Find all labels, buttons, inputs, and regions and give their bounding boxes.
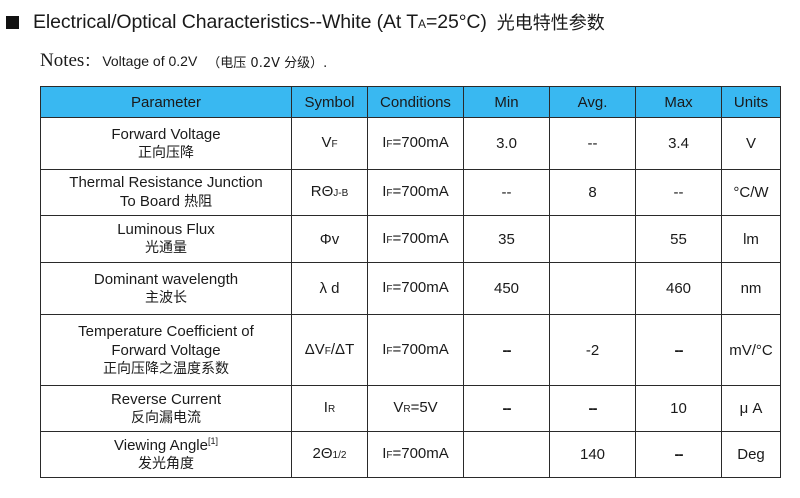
parameter-cell: Forward Voltage 正向压降 (40, 117, 292, 170)
max-cell: 3.4 (635, 117, 722, 170)
notes-colon: ： (84, 54, 99, 70)
parameter-cell: Viewing Angle[1] 发光角度 (40, 431, 292, 478)
header-parameter: Parameter (40, 86, 292, 118)
units-cell: lm (721, 215, 781, 263)
table-row: Thermal Resistance Junction To Board 热阻 … (40, 169, 781, 216)
symbol-cell: 2Θ1/2 (291, 431, 368, 478)
table-header-row: Parameter Symbol Conditions Min Avg. Max… (40, 86, 781, 118)
section-title: Electrical/Optical Characteristics--Whit… (6, 7, 605, 37)
notes-line: Notes ： Voltage of 0.2V （电压 0.2V 分级）. (40, 49, 327, 73)
notes-chinese: （电压 0.2V 分级）. (207, 55, 328, 71)
min-cell: -- (463, 385, 550, 432)
header-conditions: Conditions (367, 86, 464, 118)
black-square-bullet-icon (6, 15, 19, 29)
parameter-cell: Temperature Coefficient of Forward Volta… (40, 314, 292, 386)
symbol-cell: λ d (291, 262, 368, 315)
min-cell: 35 (463, 215, 550, 263)
table-row: Dominant wavelength 主波长 λ d IF=700mA 450… (40, 262, 781, 315)
conditions-cell: IF=700mA (367, 431, 464, 478)
max-cell: 10 (635, 385, 722, 432)
conditions-cell: VR=5V (367, 385, 464, 432)
units-cell: mV/°C (721, 314, 781, 386)
max-cell: -- (635, 314, 722, 386)
conditions-cell: IF=700mA (367, 215, 464, 263)
header-units: Units (721, 86, 781, 118)
notes-value: Voltage of 0.2V (102, 53, 198, 69)
table-row: Viewing Angle[1] 发光角度 2Θ1/2 IF=700mA 140… (40, 431, 781, 478)
max-cell: -- (635, 169, 722, 216)
avg-cell: -- (549, 385, 636, 432)
conditions-cell: IF=700mA (367, 169, 464, 216)
title-text: Electrical/Optical Characteristics--Whit… (33, 10, 487, 33)
avg-cell (549, 262, 636, 315)
symbol-cell: IR (291, 385, 368, 432)
min-cell: 3.0 (463, 117, 550, 170)
header-avg: Avg. (549, 86, 636, 118)
header-min: Min (463, 86, 550, 118)
header-max: Max (635, 86, 722, 118)
avg-cell (549, 215, 636, 263)
min-cell (463, 431, 550, 478)
symbol-cell: Φv (291, 215, 368, 263)
notes-label: Notes (40, 50, 85, 71)
parameter-cell: Thermal Resistance Junction To Board 热阻 (40, 169, 292, 216)
parameter-cell: Reverse Current 反向漏电流 (40, 385, 292, 432)
units-cell: nm (721, 262, 781, 315)
max-cell: 55 (635, 215, 722, 263)
title-chinese: 光电特性参数 (496, 13, 605, 34)
min-cell: -- (463, 169, 550, 216)
symbol-cell: VF (291, 117, 368, 170)
max-cell: 460 (635, 262, 722, 315)
min-cell: -- (463, 314, 550, 386)
table-row: Temperature Coefficient of Forward Volta… (40, 314, 781, 386)
max-cell: -- (635, 431, 722, 478)
parameter-cell: Luminous Flux 光通量 (40, 215, 292, 263)
characteristics-table: Parameter Symbol Conditions Min Avg. Max… (40, 86, 781, 478)
units-cell: °C/W (721, 169, 781, 216)
table-row: Forward Voltage 正向压降 VF IF=700mA 3.0 -- … (40, 117, 781, 170)
conditions-cell: IF=700mA (367, 262, 464, 315)
conditions-cell: IF=700mA (367, 117, 464, 170)
avg-cell: 8 (549, 169, 636, 216)
table-row: Reverse Current 反向漏电流 IR VR=5V -- -- 10 … (40, 385, 781, 432)
units-cell: μ A (721, 385, 781, 432)
avg-cell: -- (549, 117, 636, 170)
parameter-cell: Dominant wavelength 主波长 (40, 262, 292, 315)
header-symbol: Symbol (291, 86, 368, 118)
table-row: Luminous Flux 光通量 Φv IF=700mA 35 55 lm (40, 215, 781, 263)
symbol-cell: ΔVF/ΔT (291, 314, 368, 386)
conditions-cell: IF=700mA (367, 314, 464, 386)
symbol-cell: RΘJ-B (291, 169, 368, 216)
avg-cell: 140 (549, 431, 636, 478)
avg-cell: -2 (549, 314, 636, 386)
units-cell: Deg (721, 431, 781, 478)
units-cell: V (721, 117, 781, 170)
min-cell: 450 (463, 262, 550, 315)
